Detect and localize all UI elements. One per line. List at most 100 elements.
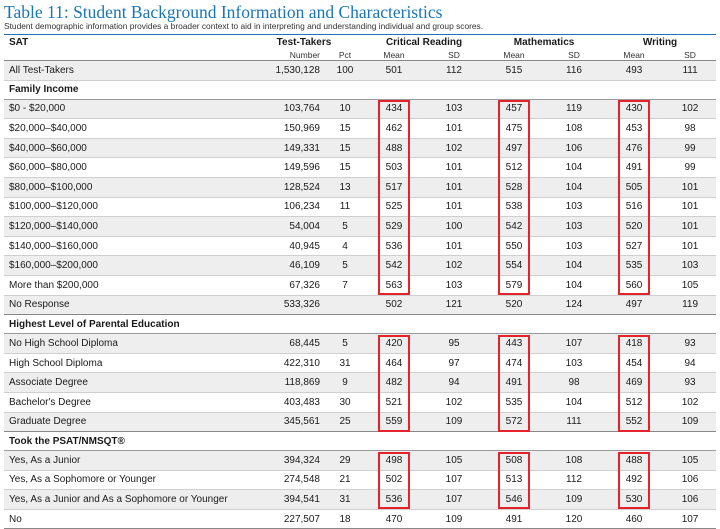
row-label: $40,000–$60,000 <box>4 138 244 159</box>
cell-cr-mean: 488 <box>364 138 424 159</box>
cell-w-mean: 492 <box>604 470 665 491</box>
table-row: Yes, As a Sophomore or Younger 274,548 21 5… <box>4 470 717 491</box>
cell-pct: 30 <box>326 392 364 413</box>
cell-cr-sd: 105 <box>424 450 485 471</box>
cell-m-sd: 111 <box>544 412 605 433</box>
cell-w-sd: 93 <box>664 333 717 354</box>
cell-cr-sd: 109 <box>424 509 485 529</box>
cell-cr-mean: 501 <box>364 60 424 81</box>
table-row: $80,000–$100,000 128,524 13 517 101 528 104 505… <box>4 177 717 198</box>
cell-pct <box>326 295 364 316</box>
cell-w-sd: 94 <box>664 353 717 374</box>
cell-m-sd: 108 <box>544 118 605 139</box>
cell-m-mean: 508 <box>484 450 545 471</box>
cell-cr-mean: 482 <box>364 372 424 393</box>
cell-pct: 5 <box>326 333 364 354</box>
title-rule <box>4 34 716 35</box>
cell-number: 394,324 <box>244 450 326 471</box>
cell-w-mean: 453 <box>604 118 665 139</box>
cell-cr-mean: 503 <box>364 157 424 178</box>
section-heading: Highest Level of Parental Education <box>4 314 717 335</box>
cell-w-mean: 454 <box>604 353 665 374</box>
header-sat: SAT <box>9 37 29 48</box>
row-label: $20,000–$40,000 <box>4 118 244 139</box>
row-label: $160,000–$200,000 <box>4 255 244 276</box>
section-heading: Took the PSAT/NMSQT® <box>4 431 717 452</box>
cell-m-mean: 572 <box>484 412 545 433</box>
cell-number: 46,109 <box>244 255 326 276</box>
cell-pct: 7 <box>326 275 364 296</box>
cell-pct: 11 <box>326 197 364 218</box>
cell-number: 68,445 <box>244 333 326 354</box>
cell-w-sd: 106 <box>664 489 717 510</box>
table-row: Yes, As a Junior 394,324 29 498 105 508 108 488… <box>4 450 717 471</box>
cell-w-mean: 469 <box>604 372 665 393</box>
cell-w-sd: 111 <box>664 60 717 81</box>
table-row: $20,000–$40,000 150,969 15 462 101 475 108 453 9… <box>4 118 717 139</box>
cell-w-sd: 109 <box>664 412 717 433</box>
page-subtitle: Student demographic information provides… <box>4 21 484 31</box>
cell-cr-mean: 521 <box>364 392 424 413</box>
cell-m-mean: 554 <box>484 255 545 276</box>
row-label: Associate Degree <box>4 372 244 393</box>
cell-m-sd: 98 <box>544 372 605 393</box>
cell-w-sd: 101 <box>664 216 717 237</box>
cell-cr-sd: 112 <box>424 60 485 81</box>
cell-m-mean: 579 <box>484 275 545 296</box>
cell-m-sd: 103 <box>544 236 605 257</box>
cell-number: 150,969 <box>244 118 326 139</box>
cell-m-sd: 119 <box>544 99 605 120</box>
cell-m-mean: 520 <box>484 295 545 316</box>
cell-w-mean: 491 <box>604 157 665 178</box>
cell-w-mean: 560 <box>604 275 665 296</box>
row-label: No Response <box>4 295 244 316</box>
cell-w-mean: 418 <box>604 333 665 354</box>
cell-w-mean: 493 <box>604 60 665 81</box>
header-writing: Writing <box>642 37 678 48</box>
cell-number: 227,507 <box>244 509 326 529</box>
section-heading-row: Family Income <box>4 80 717 100</box>
cell-cr-mean: 525 <box>364 197 424 218</box>
header-m-sd: SD <box>544 49 605 61</box>
table-row: $160,000–$200,000 46,109 5 542 102 554 104 535 1… <box>4 255 717 276</box>
cell-pct: 5 <box>326 255 364 276</box>
cell-m-mean: 528 <box>484 177 545 198</box>
cell-number: 149,596 <box>244 157 326 178</box>
cell-cr-mean: 470 <box>364 509 424 529</box>
cell-number: 67,326 <box>244 275 326 296</box>
cell-w-mean: 535 <box>604 255 665 276</box>
header-test-takers: Test-Takers <box>276 37 332 48</box>
cell-cr-mean: 536 <box>364 236 424 257</box>
cell-number: 54,004 <box>244 216 326 237</box>
cell-cr-mean: 542 <box>364 255 424 276</box>
row-label: No <box>4 509 244 529</box>
cell-w-mean: 430 <box>604 99 665 120</box>
cell-cr-sd: 102 <box>424 392 485 413</box>
row-label: $60,000–$80,000 <box>4 157 244 178</box>
cell-cr-sd: 107 <box>424 489 485 510</box>
cell-m-sd: 103 <box>544 197 605 218</box>
cell-w-sd: 99 <box>664 157 717 178</box>
cell-m-mean: 497 <box>484 138 545 159</box>
cell-w-sd: 101 <box>664 177 717 198</box>
cell-pct: 18 <box>326 509 364 529</box>
table-row: $40,000–$60,000 149,331 15 488 102 497 106 476 9… <box>4 138 717 159</box>
table-row: No 227,507 18 470 109 491 120 460 107 <box>4 509 717 529</box>
cell-cr-sd: 95 <box>424 333 485 354</box>
cell-w-sd: 101 <box>664 197 717 218</box>
table-row-all: All Test-Takers 1,530,128 100 501 112 51… <box>4 60 717 81</box>
table-row: $100,000–$120,000 106,234 11 525 101 538 103 51… <box>4 197 717 218</box>
cell-number: 394,541 <box>244 489 326 510</box>
cell-cr-sd: 101 <box>424 118 485 139</box>
cell-w-sd: 102 <box>664 392 717 413</box>
cell-cr-mean: 559 <box>364 412 424 433</box>
cell-m-mean: 513 <box>484 470 545 491</box>
row-label: Yes, As a Junior and As a Sophomore or Y… <box>4 489 244 510</box>
cell-m-sd: 104 <box>544 255 605 276</box>
cell-pct: 9 <box>326 372 364 393</box>
cell-w-mean: 530 <box>604 489 665 510</box>
cell-cr-sd: 101 <box>424 197 485 218</box>
cell-m-mean: 515 <box>484 60 545 81</box>
row-label: Yes, As a Sophomore or Younger <box>4 470 244 491</box>
cell-w-mean: 516 <box>604 197 665 218</box>
